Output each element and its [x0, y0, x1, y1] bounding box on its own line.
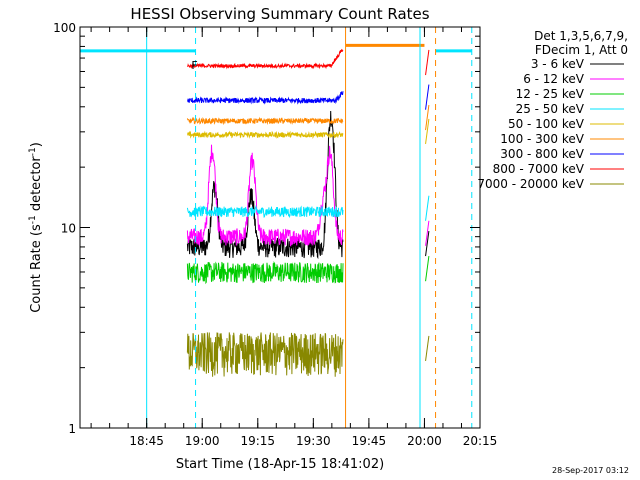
series-late-segment-2: [425, 256, 430, 282]
series-line-3: [186, 204, 344, 219]
y-axis-label-part: detector: [29, 156, 44, 216]
series-late-segment-8: [425, 335, 430, 362]
y-tick-label-2: 100: [53, 21, 76, 35]
legend-label-2: 12 - 25 keV: [516, 87, 585, 101]
series-line-7: [187, 48, 344, 70]
legend-header-0: Det 1,3,5,6,7,9,: [534, 29, 628, 43]
y-axis-label-superscript: -1: [28, 147, 38, 156]
series-line-5: [186, 116, 344, 126]
x-tick-label-5: 20:00: [407, 434, 442, 448]
series-line-6: [186, 91, 344, 105]
x-tick-label-4: 19:45: [352, 434, 387, 448]
series-late-segment-1: [425, 220, 430, 246]
y-tick-label-1: 10: [61, 222, 76, 236]
plot-frame-layer: [79, 26, 481, 429]
legend-label-1: 6 - 12 keV: [523, 72, 585, 86]
flag-label: F: [191, 59, 197, 72]
y-axis-label-part: ): [29, 142, 44, 147]
chart-title: HESSI Observing Summary Count Rates: [130, 5, 429, 23]
series-line-2: [186, 260, 344, 285]
legend-label-7: 800 - 7000 keV: [493, 162, 585, 176]
text-layer: F 18:45 19:00 19:15 19:30 19:45 20:00 20:15 1 10 1…: [28, 5, 628, 472]
series-line-4: [186, 130, 344, 139]
series-late-segment-4: [425, 118, 430, 145]
series-line-1: [186, 144, 344, 247]
legend-label-6: 300 - 800 keV: [500, 147, 584, 161]
legend-label-0: 3 - 6 keV: [531, 57, 585, 71]
series-late-segment-5: [425, 104, 430, 131]
x-axis-label: Start Time (18-Apr-15 18:41:02): [176, 457, 384, 472]
legend-label-5: 100 - 300 keV: [500, 132, 584, 146]
series-lines-layer: [80, 27, 473, 428]
legend-label-3: 25 - 50 keV: [516, 102, 585, 116]
y-axis-label: Count Rate (s-1 detector-1): [28, 142, 44, 313]
legend-header-1: FDecim 1, Att 0: [535, 43, 628, 57]
x-tick-label-1: 19:00: [185, 434, 220, 448]
legend-label-4: 50 - 100 keV: [508, 117, 585, 131]
series-late-segment-3: [425, 195, 430, 221]
x-tick-label-3: 19:30: [296, 434, 331, 448]
series-line-8: [186, 332, 344, 377]
x-tick-label-0: 18:45: [129, 434, 164, 448]
y-axis-label-superscript: -1: [28, 215, 38, 224]
x-tick-label-2: 19:15: [240, 434, 275, 448]
legend-label-8: 7000 - 20000 keV: [477, 177, 584, 191]
series-late-segment-0: [425, 230, 430, 257]
footer-timestamp: 28-Sep-2017 03:12: [552, 466, 629, 475]
y-tick-label-0: 1: [68, 422, 76, 436]
series-late-segment-7: [425, 49, 430, 76]
x-tick-label-6: 20:15: [463, 434, 498, 448]
y-axis-label-part: Count Rate (s: [29, 224, 44, 313]
series-late-segment-6: [425, 84, 430, 110]
